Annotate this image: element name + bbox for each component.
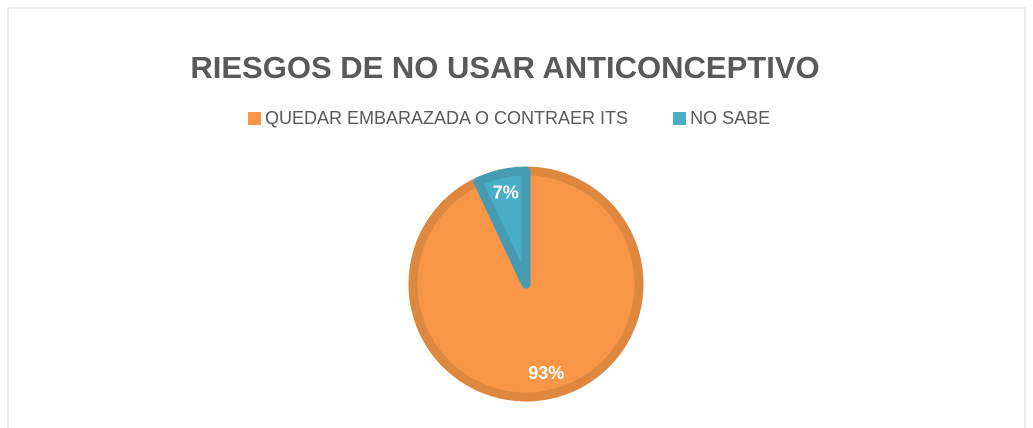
legend-swatch xyxy=(673,112,687,125)
data-label: 7% xyxy=(493,182,519,202)
legend-label: NO SABE xyxy=(690,108,770,128)
pie-slice xyxy=(473,166,531,289)
legend-swatch xyxy=(248,112,261,125)
data-label: 93% xyxy=(528,363,564,383)
legend-label: QUEDAR EMBARAZADA O CONTRAER ITS xyxy=(265,108,628,128)
chart-title: RIESGOS DE NO USAR ANTICONCEPTIVO xyxy=(190,50,819,85)
